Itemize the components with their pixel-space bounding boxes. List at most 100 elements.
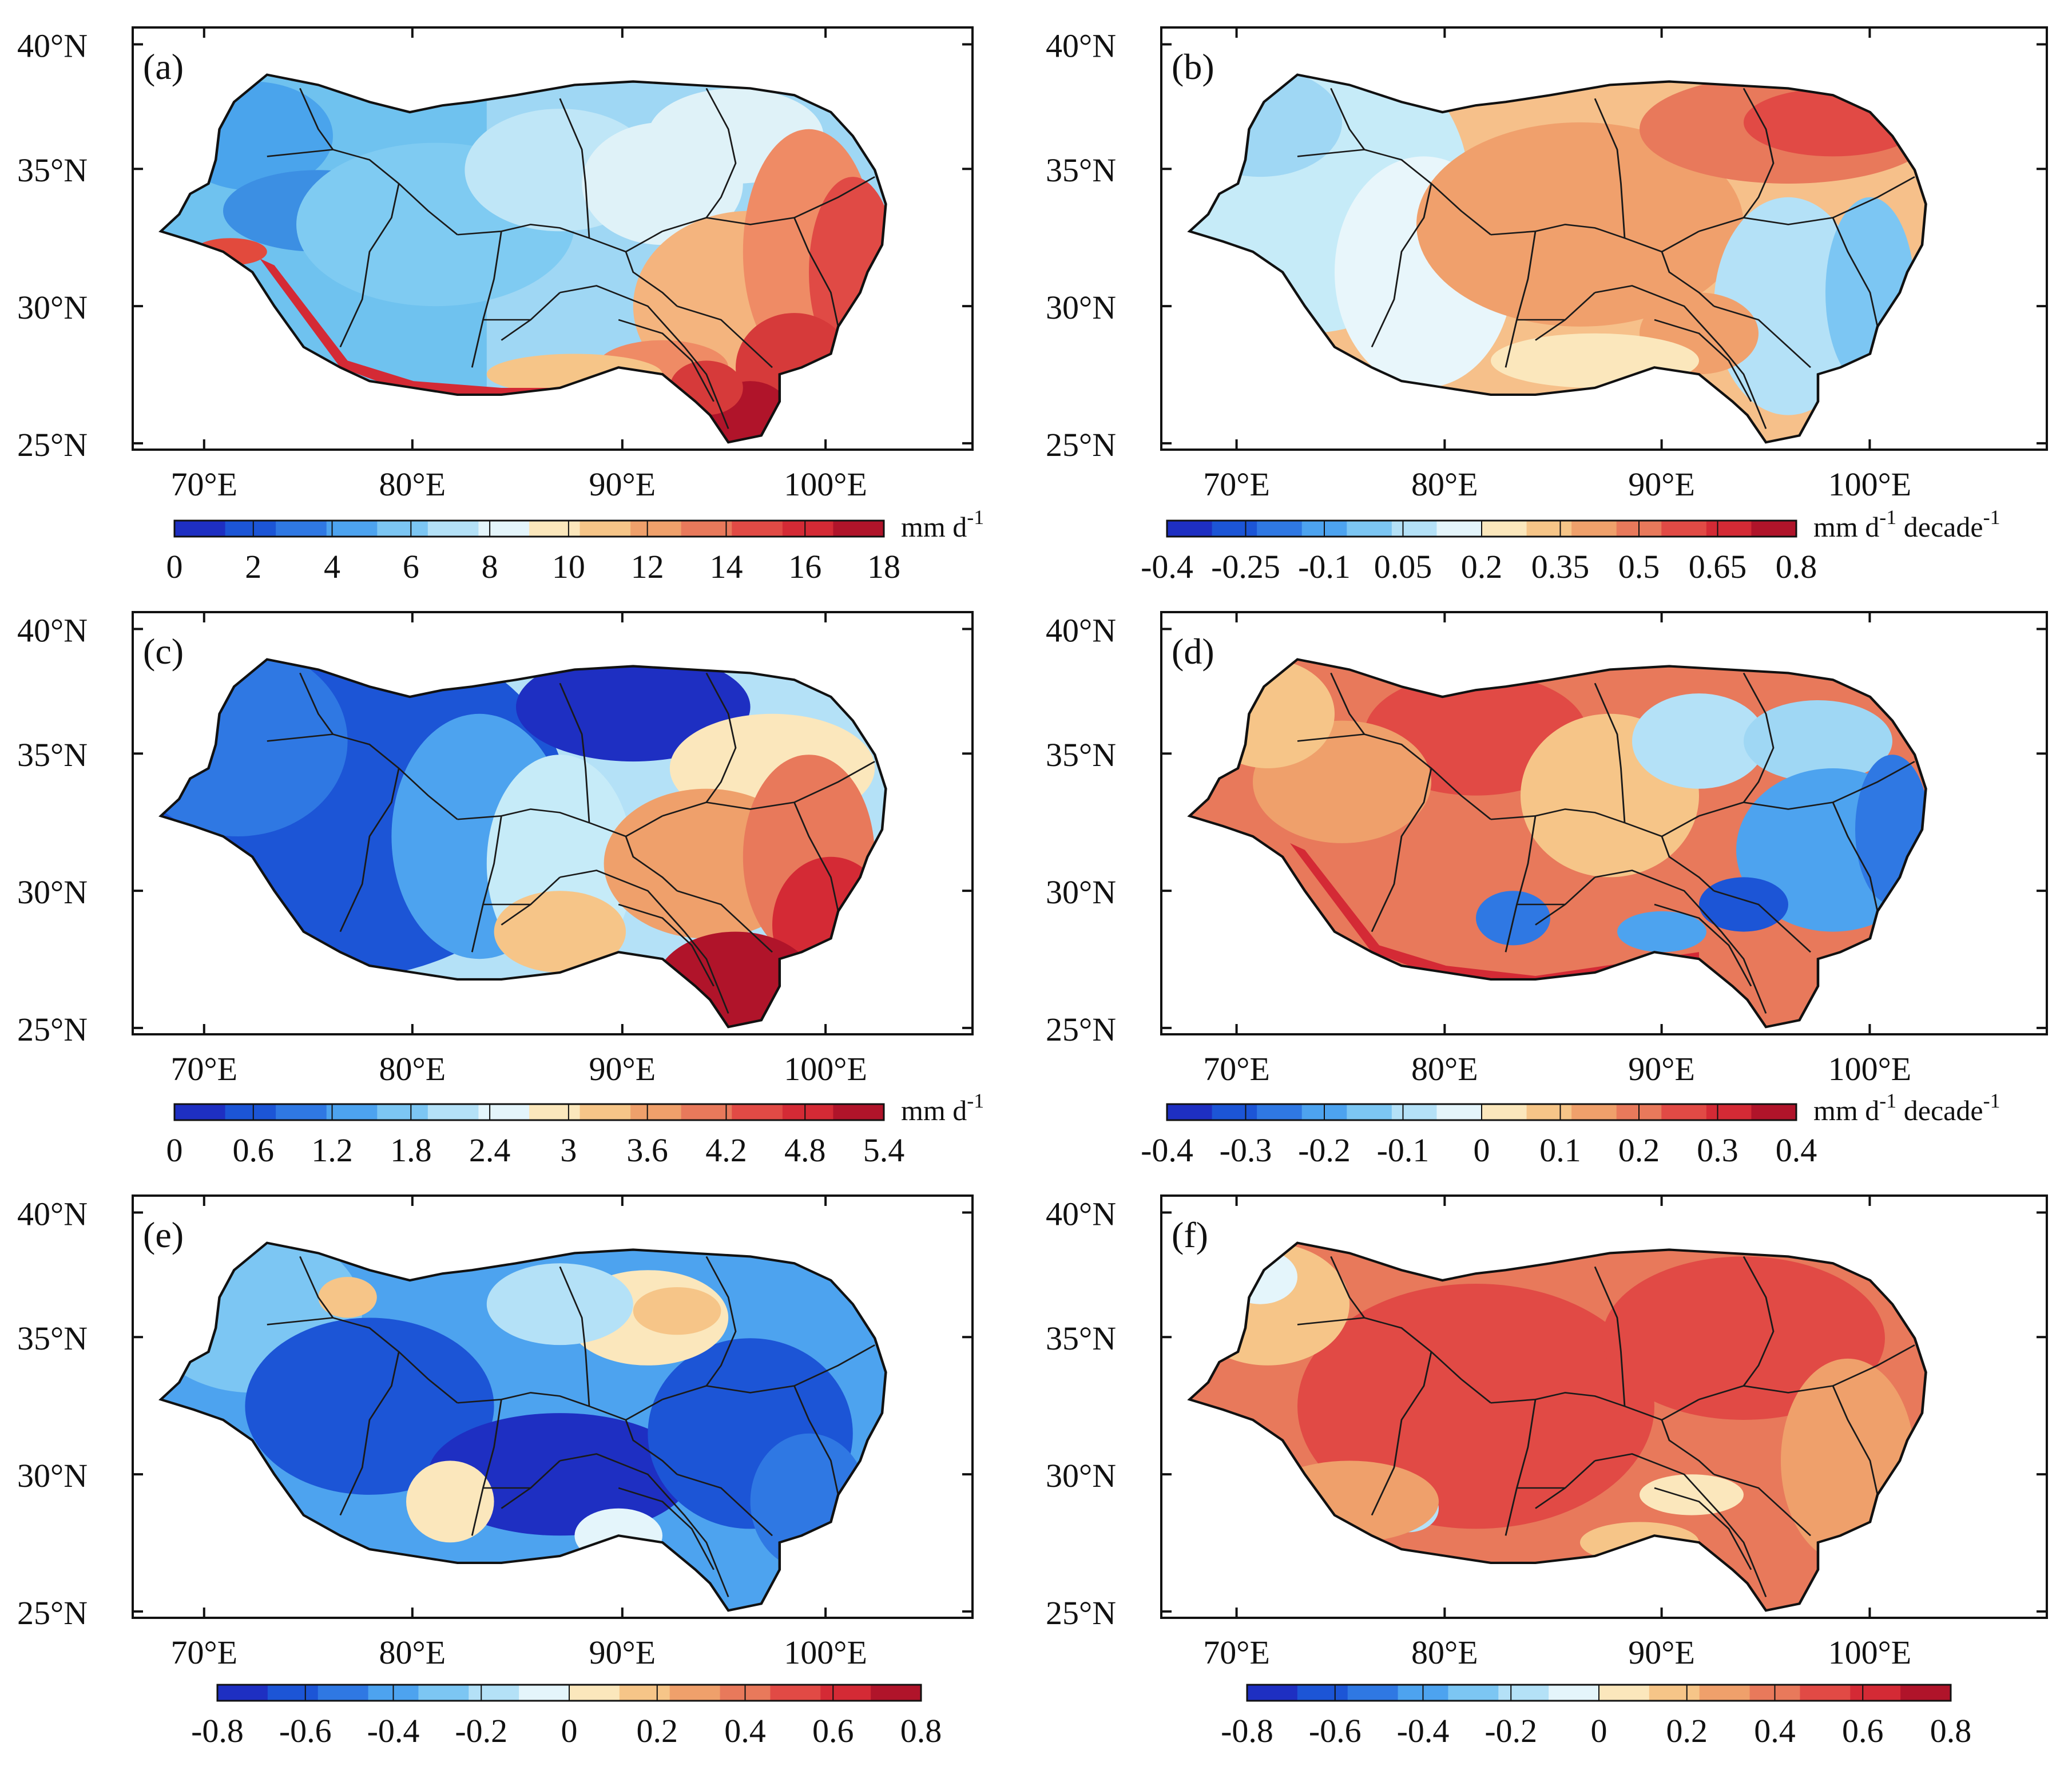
colorbar-tick-label: 2: [245, 548, 261, 585]
colorbar-tick-label: -0.8: [191, 1712, 244, 1749]
panel-e: (e): [132, 1194, 974, 1619]
colorbar-segment: [732, 1104, 783, 1120]
colorbar-segment: [1436, 521, 1482, 537]
lon-tick-label: 90°E: [589, 1634, 656, 1671]
lat-tick-label: 40°N: [17, 612, 88, 649]
colorbar-tick-label: 0.6: [233, 1132, 275, 1169]
lat-tick-label: 30°N: [17, 874, 88, 911]
colorbar-segment: [1257, 521, 1303, 537]
lon-tick-label: 80°E: [1411, 466, 1478, 503]
colorbar-tick-label: 0.2: [1461, 548, 1503, 585]
colorbar-segment: [820, 1685, 871, 1701]
colorbar-segment: [833, 1104, 884, 1120]
colorbar-tick-label: 0.5: [1618, 548, 1660, 585]
panel-label: (e): [143, 1215, 184, 1255]
colorbar-segment: [1661, 1104, 1707, 1120]
colorbar-tick-label: 0.2: [1666, 1712, 1708, 1749]
lat-tick-label: 30°N: [1046, 1457, 1116, 1494]
colorbar-tick-label: 3: [560, 1132, 577, 1169]
colorbar-segment: [276, 521, 327, 537]
lon-tick-label: 70°E: [170, 1634, 237, 1671]
colorbar-tick-label: 0.4: [1776, 1132, 1817, 1169]
colorbar-tick-label: -0.2: [1298, 1132, 1351, 1169]
colorbar-tick-label: -0.4: [1397, 1712, 1450, 1749]
colorbar-segment: [1549, 1685, 1599, 1701]
colorbar-segment: [478, 521, 530, 537]
colorbar: -0.8 -0.6 -0.4 -0.2 0 0.2 0.4 0.6 0.8: [191, 1684, 942, 1749]
colorbar-segment: [1212, 1104, 1257, 1120]
colorbar-segment: [276, 1104, 327, 1120]
lon-tick-label: 100°E: [1828, 1634, 1912, 1671]
colorbar-segment: [427, 521, 479, 537]
colorbar-tick-label: 1.2: [311, 1132, 353, 1169]
colorbar-segment: [1900, 1685, 1951, 1701]
colorbar: -0.8 -0.6 -0.4 -0.2 0 0.2 0.4 0.6 0.8: [1221, 1684, 1972, 1749]
colorbar-segment: [1257, 1104, 1303, 1120]
lat-tick-label: 40°N: [17, 1196, 88, 1233]
lon-tick-label: 100°E: [784, 466, 867, 503]
panel-d: (d): [1160, 611, 2048, 1035]
colorbar-tick-label: 0.8: [1776, 548, 1817, 585]
colorbar-segment: [681, 521, 732, 537]
lat-tick-label: 25°N: [1046, 426, 1116, 463]
lon-tick-label: 70°E: [1203, 466, 1270, 503]
panel-f: (f): [1160, 1194, 2048, 1619]
colorbar-tick-label: 0.6: [1842, 1712, 1884, 1749]
colorbar: -0.4 -0.25 -0.1 0.05 0.2 0.35 0.5 0.65 0.8 mm d-1…: [1141, 506, 2000, 585]
colorbar-tick-label: -0.4: [1141, 548, 1193, 585]
colorbar-segment: [1167, 1104, 1213, 1120]
lat-tick-label: 40°N: [1046, 612, 1116, 649]
lon-tick-label: 90°E: [589, 466, 656, 503]
colorbar-segment: [1751, 1104, 1797, 1120]
lat-tick-label: 35°N: [17, 152, 88, 189]
colorbar-tick-label: 8: [482, 548, 498, 585]
colorbar-segment: [619, 1685, 670, 1701]
colorbar-segment: [1436, 1104, 1482, 1120]
colorbar-segment: [1571, 1104, 1617, 1120]
colorbar-tick-label: 0: [166, 548, 183, 585]
colorbar-tick-label: 0.6: [812, 1712, 854, 1749]
colorbar-tick-label: 0.05: [1374, 548, 1432, 585]
colorbar-segment: [1649, 1685, 1700, 1701]
lat-tick-label: 35°N: [1046, 1320, 1116, 1357]
colorbar-segment: [267, 1685, 319, 1701]
colorbar-segment: [1482, 521, 1527, 537]
panel-label: (a): [143, 46, 184, 87]
lat-tick-label: 35°N: [1046, 736, 1116, 773]
colorbar-tick-label: -0.25: [1211, 548, 1280, 585]
colorbar-segment: [732, 521, 783, 537]
lat-tick-label: 35°N: [17, 736, 88, 773]
colorbar-tick-label: -0.6: [1309, 1712, 1362, 1749]
colorbar-tick-label: 6: [403, 548, 419, 585]
colorbar-segment: [377, 521, 428, 537]
lon-tick-label: 100°E: [1828, 466, 1912, 503]
colorbar-tick-label: -0.2: [1484, 1712, 1537, 1749]
panel-label: (d): [1172, 631, 1214, 672]
colorbar-tick-label: 0.8: [1930, 1712, 1972, 1749]
colorbar: 0 0.6 1.2 1.8 2.4 3 3.6 4.2 4.8 5.4 mm d-1: [166, 1089, 985, 1169]
lat-tick-label: 40°N: [17, 27, 88, 65]
colorbar-segment: [1706, 1104, 1752, 1120]
colorbar-segment: [782, 1104, 833, 1120]
colorbar-tick-label: 18: [867, 548, 900, 585]
colorbar-segment: [1212, 521, 1257, 537]
colorbar-segment: [1661, 521, 1707, 537]
lon-tick-label: 80°E: [379, 1050, 446, 1088]
colorbar-segment: [681, 1104, 732, 1120]
colorbar-segment: [1850, 1685, 1901, 1701]
colorbar-tick-label: 0: [1591, 1712, 1607, 1749]
colorbar-unit: mm d-1 decade-1: [1813, 1089, 2000, 1126]
colorbar-segment: [377, 1104, 428, 1120]
colorbar-tick-label: 1.8: [390, 1132, 432, 1169]
lon-tick-label: 100°E: [784, 1634, 867, 1671]
lat-tick-label: 30°N: [1046, 874, 1116, 911]
colorbar-tick-label: 4: [324, 548, 340, 585]
colorbar-tick-label: 0.35: [1531, 548, 1590, 585]
colorbar-tick-label: 0.2: [637, 1712, 678, 1749]
colorbar-segment: [529, 1104, 581, 1120]
lat-tick-label: 30°N: [17, 289, 88, 326]
lat-tick-label: 25°N: [17, 1011, 88, 1048]
lat-tick-label: 30°N: [17, 1457, 88, 1494]
lon-tick-label: 80°E: [1411, 1634, 1478, 1671]
colorbar-tick-label: 4.8: [784, 1132, 826, 1169]
